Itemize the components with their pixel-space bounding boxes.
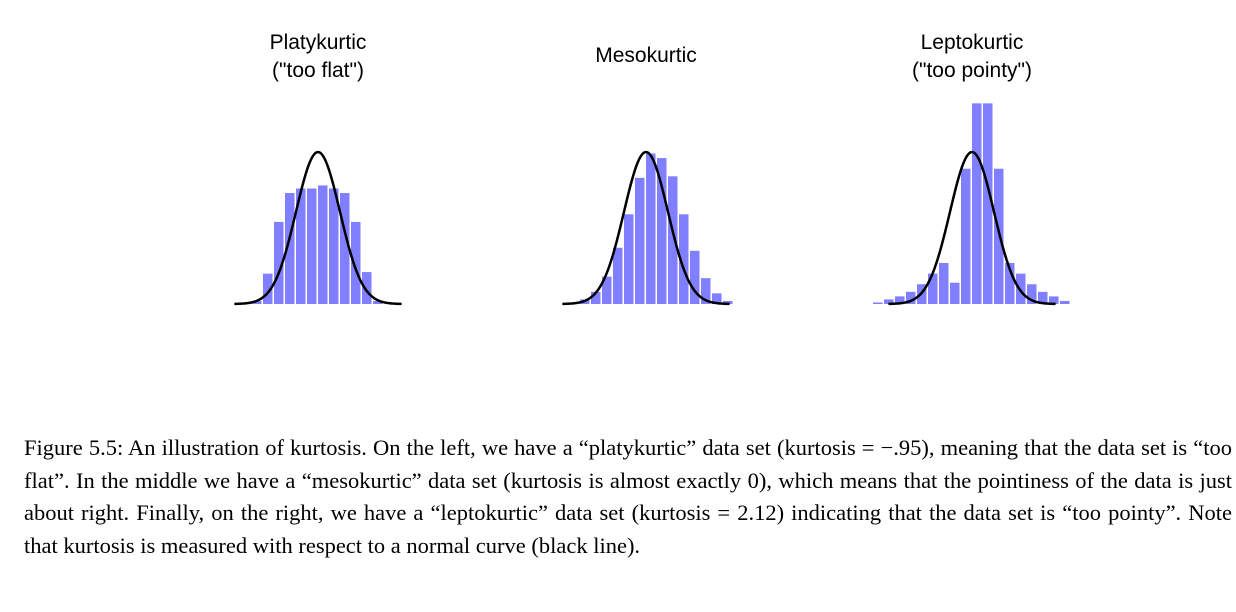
histogram-bar xyxy=(928,273,938,304)
histogram-bar xyxy=(602,276,612,304)
histogram-bar xyxy=(884,299,894,304)
histogram-bar xyxy=(351,221,361,304)
panel-mesokurtic: Mesokurtic xyxy=(562,44,733,306)
histogram-bar xyxy=(972,103,982,304)
figure-caption: Figure 5.5: An illustration of kurtosis.… xyxy=(24,435,1232,558)
histogram-bar xyxy=(274,221,284,304)
panel-title-line-1: Platykurtic xyxy=(270,31,367,54)
panel-title-line-1: Leptokurtic xyxy=(921,31,1024,54)
histogram-bar xyxy=(613,247,623,304)
histogram-bar xyxy=(635,177,645,304)
histogram-bar xyxy=(1016,273,1026,304)
histogram-bar xyxy=(646,153,656,304)
normal-curve xyxy=(234,150,402,306)
histogram-bar xyxy=(252,300,262,304)
histogram-bar xyxy=(624,214,634,304)
histogram-bar xyxy=(895,296,905,304)
histogram-bar xyxy=(373,300,383,304)
histogram-bar xyxy=(340,193,350,304)
histogram-bar xyxy=(307,188,317,304)
panel-title-line-2: ("too flat") xyxy=(272,59,364,82)
histogram-bar xyxy=(723,300,733,304)
panel-leptokurtic: Leptokurtic ("too pointy") xyxy=(873,31,1070,306)
histogram-bar xyxy=(906,291,916,304)
histogram-bar xyxy=(591,291,601,304)
histogram-bar xyxy=(362,272,372,304)
histogram-bar xyxy=(285,193,295,304)
histogram-bar xyxy=(1027,284,1037,304)
histogram-bar xyxy=(690,250,700,304)
histogram-bar xyxy=(657,158,667,304)
histogram-bar xyxy=(939,262,949,304)
histogram-bars xyxy=(580,153,733,304)
histogram-bar xyxy=(712,293,722,304)
panel-platykurtic: Platykurtic ("too flat") xyxy=(234,31,402,306)
panel-title-line-2: ("too pointy") xyxy=(912,59,1032,82)
histogram-bar xyxy=(1049,296,1059,304)
histogram-bar xyxy=(1038,291,1048,304)
histogram-bar xyxy=(950,282,960,304)
histogram-bar xyxy=(873,302,883,304)
histogram-bar xyxy=(1005,262,1015,304)
panel-title-line-1: Mesokurtic xyxy=(595,44,697,67)
normal-curve xyxy=(562,150,730,306)
histogram-bar xyxy=(983,103,993,304)
histogram-bar xyxy=(668,176,678,304)
histogram-bar xyxy=(679,214,689,304)
histogram-bar xyxy=(961,168,971,304)
histogram-bar xyxy=(1060,300,1070,304)
histogram-bar xyxy=(329,188,339,304)
histogram-bars xyxy=(252,185,383,304)
histogram-bar xyxy=(296,188,306,304)
histogram-bars xyxy=(873,103,1070,304)
histogram-bar xyxy=(263,273,273,304)
normal-curve xyxy=(888,150,1056,306)
histogram-bar xyxy=(701,278,711,304)
histogram-bar xyxy=(318,185,328,304)
